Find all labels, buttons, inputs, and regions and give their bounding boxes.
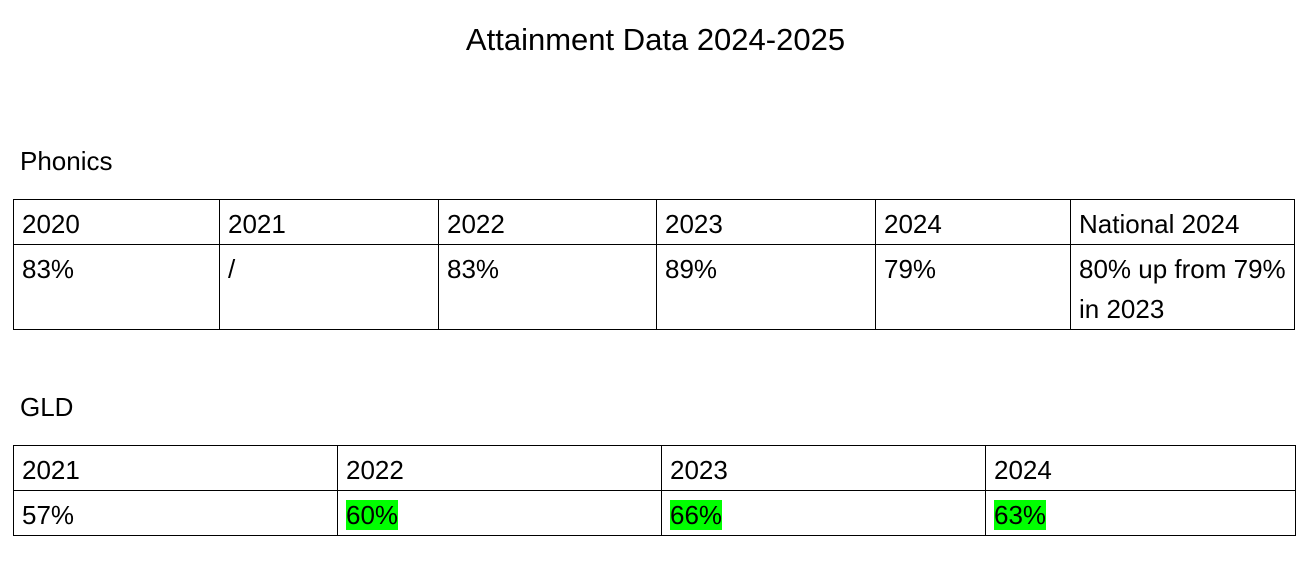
value-cell: 79% [875,244,1071,330]
header-cell: 2023 [661,445,986,491]
highlighted-value: 60% [346,500,399,530]
value-cell: 89% [656,244,876,330]
value-text: 57% [22,500,75,530]
value-cell: / [219,244,439,330]
header-cell: 2021 [13,445,338,491]
section-heading: GLD [20,392,74,422]
value-cell: 83% [438,244,657,330]
header-cell: 2020 [13,199,220,245]
value-cell: 66% [661,490,986,536]
header-row: 2021 2022 2023 2024 [13,445,1296,491]
highlighted-value: 63% [994,500,1047,530]
highlighted-value: 66% [670,500,723,530]
header-cell: 2024 [985,445,1296,491]
header-cell: 2022 [438,199,657,245]
phonics-table: 2020 2021 2022 2023 2024 National 2024 8… [13,199,1295,330]
header-cell: National 2024 [1070,199,1295,245]
value-row: 57% 60% 66% 63% [13,490,1296,536]
page-title: Attainment Data 2024-2025 [465,22,846,57]
value-cell: 83% [13,244,220,330]
section-heading: Phonics [20,146,113,176]
value-cell: 57% [13,490,338,536]
value-cell: 80% up from 79% in 2023 [1070,244,1295,330]
header-cell: 2022 [337,445,662,491]
header-row: 2020 2021 2022 2023 2024 National 2024 [13,199,1295,245]
value-cell: 60% [337,490,662,536]
gld-table: 2021 2022 2023 2024 57% 60% 66% 63% [13,445,1296,536]
header-cell: 2023 [656,199,876,245]
header-cell: 2024 [875,199,1071,245]
header-cell: 2021 [219,199,439,245]
value-cell: 63% [985,490,1296,536]
value-row: 83% / 83% 89% 79% 80% up from 79% in 202… [13,244,1295,330]
